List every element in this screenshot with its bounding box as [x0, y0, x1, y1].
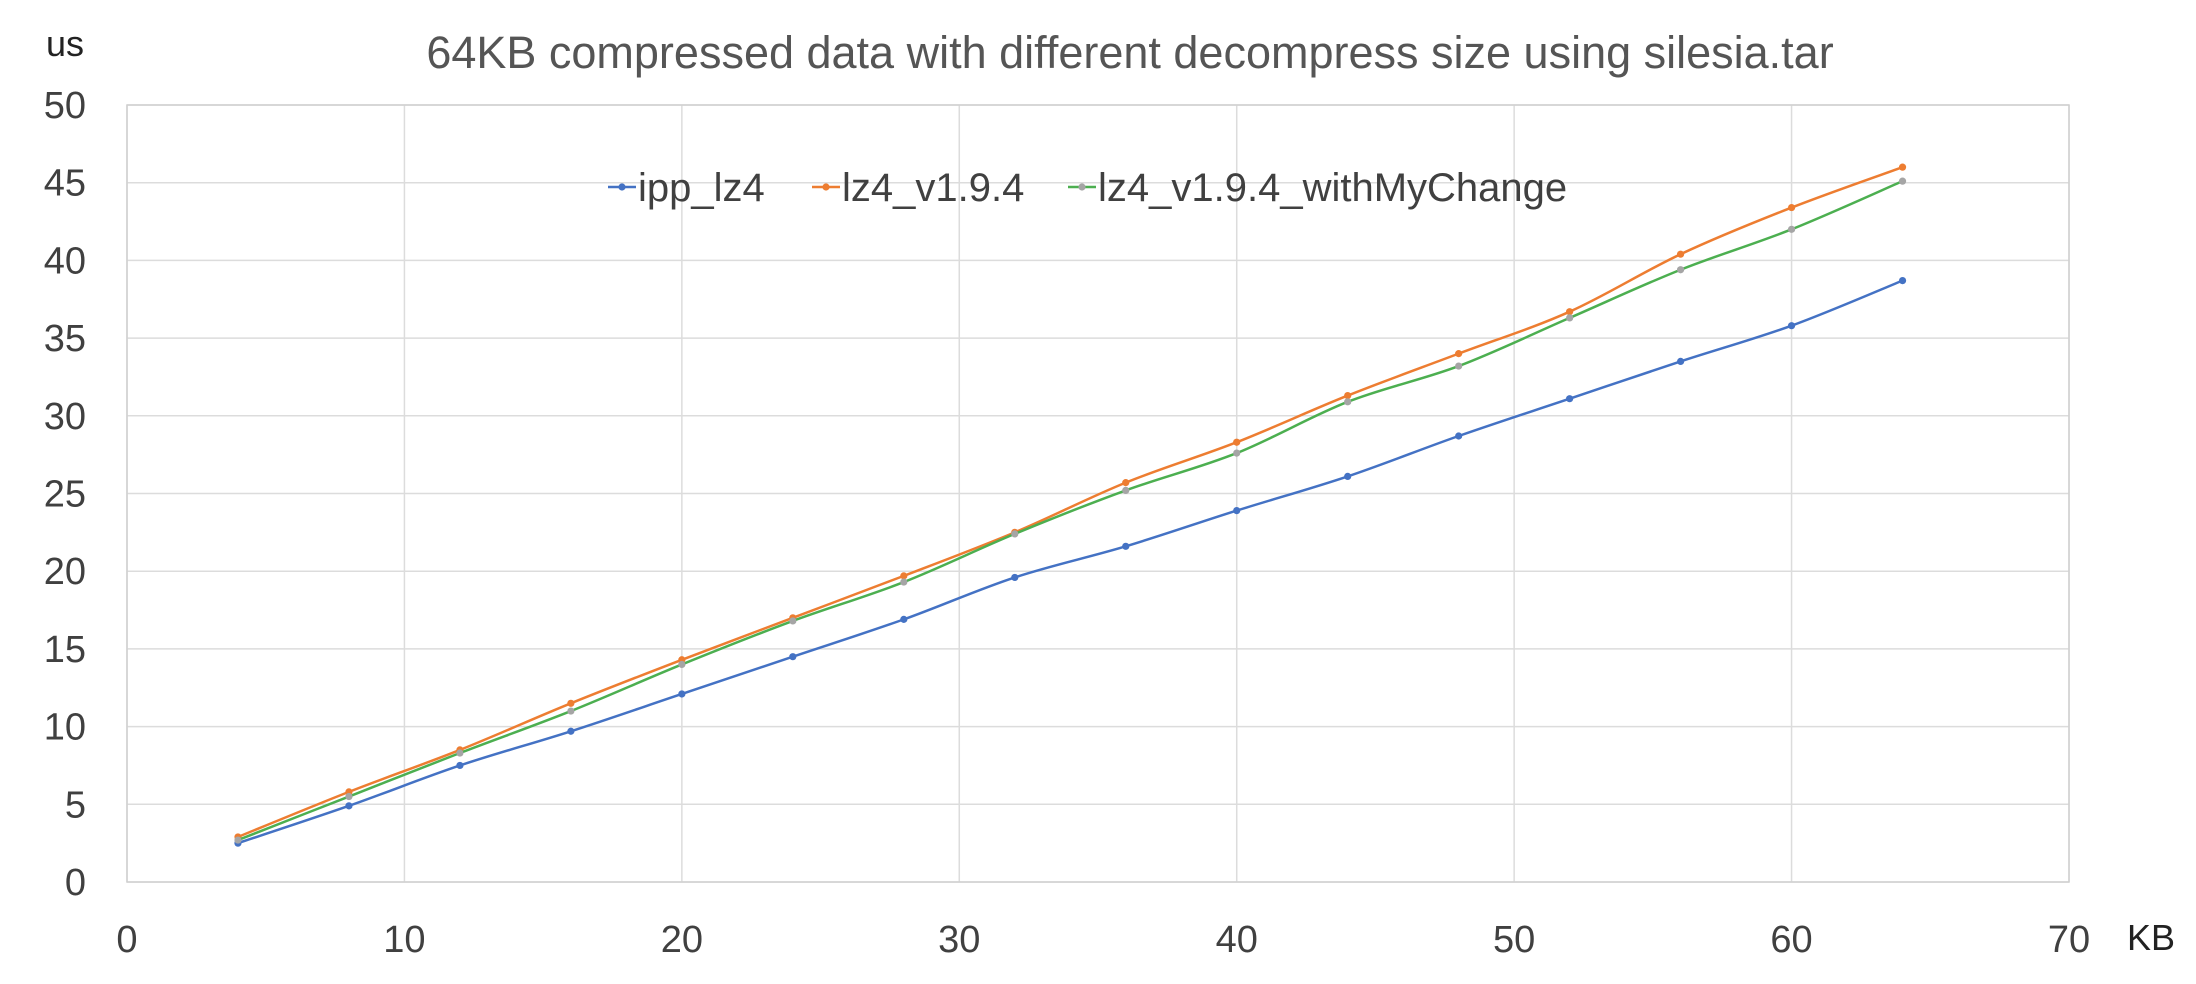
x-tick-label: 60	[1770, 919, 1812, 961]
y-tick-label: 0	[65, 862, 86, 904]
legend-label: lz4_v1.9.4_withMyChange	[1098, 166, 1567, 210]
data-point	[1566, 395, 1574, 403]
series-lz4_v1.9.4_withMyChange	[234, 177, 1907, 844]
data-point	[1455, 362, 1463, 370]
data-point	[1122, 542, 1130, 550]
plot-area	[126, 104, 2070, 883]
data-point	[456, 761, 464, 770]
data-point	[789, 653, 797, 661]
series-group	[234, 163, 1907, 847]
legend-label: lz4_v1.9.4	[842, 166, 1024, 210]
data-point	[567, 727, 575, 735]
data-point	[567, 699, 575, 707]
data-point	[1344, 391, 1352, 400]
y-tick-label: 20	[44, 551, 86, 593]
data-point	[1344, 398, 1352, 406]
x-tick-label: 10	[383, 919, 425, 961]
legend-swatch-marker	[822, 183, 830, 191]
data-point	[345, 792, 353, 801]
data-point	[1898, 177, 1907, 185]
data-point	[1898, 277, 1907, 285]
data-point	[1566, 308, 1574, 316]
x-tick-label: 30	[938, 919, 980, 961]
data-point	[1122, 486, 1130, 494]
legend-item: lz4_v1.9.4_withMyChange	[1068, 166, 1567, 210]
data-point	[1122, 479, 1130, 487]
data-point	[678, 660, 686, 669]
data-point	[1677, 266, 1685, 274]
y-tick-label: 50	[44, 85, 86, 127]
legend-label: ipp_lz4	[638, 166, 765, 210]
series-line	[237, 279, 1904, 845]
legend-item: lz4_v1.9.4	[812, 166, 1024, 210]
data-point	[900, 578, 908, 586]
data-point	[1898, 163, 1907, 171]
data-point	[1233, 438, 1241, 446]
x-tick-label: 50	[1493, 919, 1535, 961]
legend-swatch-marker	[1078, 183, 1086, 191]
data-point	[900, 572, 908, 580]
y-tick-label: 5	[65, 784, 86, 826]
data-point	[1677, 250, 1685, 258]
y-tick-label: 45	[44, 163, 86, 205]
data-point	[1787, 225, 1796, 233]
data-point	[234, 836, 242, 844]
y-axis-ticks: 0 5 10 15 20 25 30 35 40 45 50	[44, 85, 86, 904]
data-point	[1344, 472, 1352, 481]
data-point	[345, 802, 353, 810]
data-point	[1011, 530, 1019, 538]
legend: ipp_lz4 lz4_v1.9.4 lz4_v1.9.4_withMyChange	[608, 166, 1567, 210]
data-point	[900, 615, 908, 623]
series-ipp_lz4	[234, 277, 1907, 847]
data-point	[1455, 432, 1463, 440]
y-tick-label: 25	[44, 474, 86, 516]
y-axis-label: us	[46, 23, 84, 64]
data-point	[1787, 322, 1796, 330]
data-point	[1787, 203, 1796, 212]
y-tick-label: 10	[44, 707, 86, 749]
data-point	[1677, 357, 1685, 366]
x-tick-label: 20	[661, 919, 703, 961]
y-tick-label: 15	[44, 629, 86, 671]
y-tick-label: 30	[44, 396, 86, 438]
data-point	[456, 749, 464, 757]
y-tick-label: 35	[44, 318, 86, 360]
legend-swatch-marker	[618, 183, 626, 191]
series-lz4_v1.9.4	[234, 163, 1907, 841]
series-line	[237, 165, 1903, 839]
legend-item: ipp_lz4	[608, 166, 765, 210]
data-point	[1011, 573, 1019, 582]
data-point	[1566, 314, 1574, 322]
x-axis-ticks: 0 10 20 30 40 50 60 70	[116, 919, 2090, 961]
x-tick-label: 70	[2048, 919, 2090, 961]
data-point	[789, 617, 797, 625]
data-point	[678, 690, 686, 698]
chart-title: 64KB compressed data with different deco…	[426, 27, 1833, 78]
data-point	[567, 707, 575, 715]
data-point	[1233, 449, 1241, 457]
data-point	[1233, 506, 1241, 515]
x-tick-label: 40	[1216, 919, 1258, 961]
x-tick-label: 0	[116, 919, 137, 961]
y-tick-label: 40	[44, 240, 86, 282]
series-line	[237, 179, 1904, 842]
x-axis-label: KB	[2127, 917, 2175, 958]
data-point	[1455, 350, 1463, 358]
